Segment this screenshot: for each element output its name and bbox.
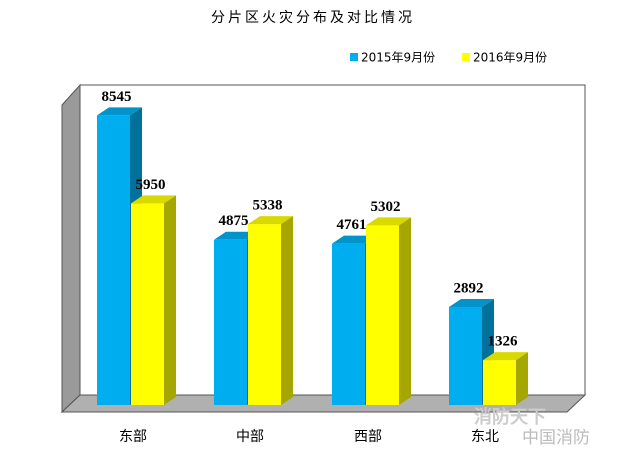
bar-top	[483, 352, 528, 361]
legend-label: 2015年9月份	[361, 51, 435, 65]
bar-top	[131, 195, 176, 204]
bar-front	[332, 243, 365, 405]
bar	[366, 217, 411, 405]
x-tick-label: 东部	[119, 429, 147, 445]
bar-front	[214, 239, 247, 405]
legend-swatch	[462, 53, 470, 61]
bar-side	[399, 217, 411, 405]
bar-front	[483, 360, 516, 405]
bar	[248, 216, 293, 405]
x-tick-label: 中部	[236, 429, 264, 445]
bar-top	[97, 107, 142, 116]
bar-front	[131, 203, 164, 405]
legend-label: 2016年9月份	[473, 51, 547, 65]
bar-front	[366, 225, 399, 405]
value-label: 1326	[488, 334, 519, 350]
bar-front	[97, 115, 130, 406]
bar-side	[164, 195, 176, 405]
value-label: 5302	[371, 199, 401, 215]
bar-front	[449, 306, 482, 405]
x-tick-label: 东北	[471, 429, 499, 445]
value-label: 4875	[219, 213, 249, 229]
bar-top	[449, 298, 494, 307]
side-wall	[61, 83, 81, 414]
watermark: 中国消防	[522, 428, 590, 448]
bar-top	[214, 231, 259, 240]
value-label: 5338	[253, 198, 283, 214]
chart-title: 分片区火灾分布及对比情况	[211, 9, 415, 26]
bar-top	[366, 217, 411, 226]
bar	[131, 195, 176, 405]
bar-top	[248, 216, 293, 225]
legend-swatch	[350, 53, 358, 61]
value-label: 8545	[102, 89, 132, 105]
bar-side	[516, 352, 528, 405]
bar-side	[281, 216, 293, 405]
x-tick-label: 西部	[354, 429, 382, 445]
bar-top	[332, 235, 377, 244]
value-label: 4761	[337, 217, 367, 233]
watermark: 消防天下	[474, 406, 546, 428]
value-label: 2892	[454, 280, 484, 296]
value-label: 5950	[136, 177, 166, 193]
bar-front	[248, 224, 281, 405]
bar	[483, 352, 528, 405]
